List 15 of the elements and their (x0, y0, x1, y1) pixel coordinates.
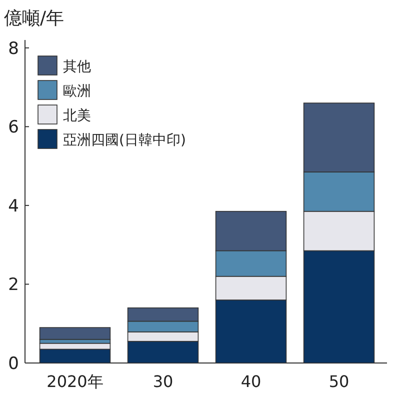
y-tick-label: 4 (8, 196, 19, 216)
bar (39, 327, 111, 340)
y-tick-label: 8 (8, 38, 19, 59)
y-tick-label: 0 (8, 354, 19, 374)
x-tick-label: 50 (328, 372, 350, 391)
legend-label: 北美 (63, 108, 91, 124)
x-tick-label: 40 (240, 372, 262, 391)
y-tick-label: 6 (8, 118, 19, 138)
legend-label: 歐洲 (63, 84, 91, 100)
x-tick-label: 30 (152, 372, 174, 391)
y-axis-title: 億噸/年 (4, 8, 64, 29)
x-tick-label: 2020年 (46, 372, 104, 391)
legend-label: 亞洲四國(日韓中印) (63, 132, 186, 148)
legend-label: 其他 (63, 59, 91, 75)
y-tick-label: 2 (8, 275, 19, 296)
